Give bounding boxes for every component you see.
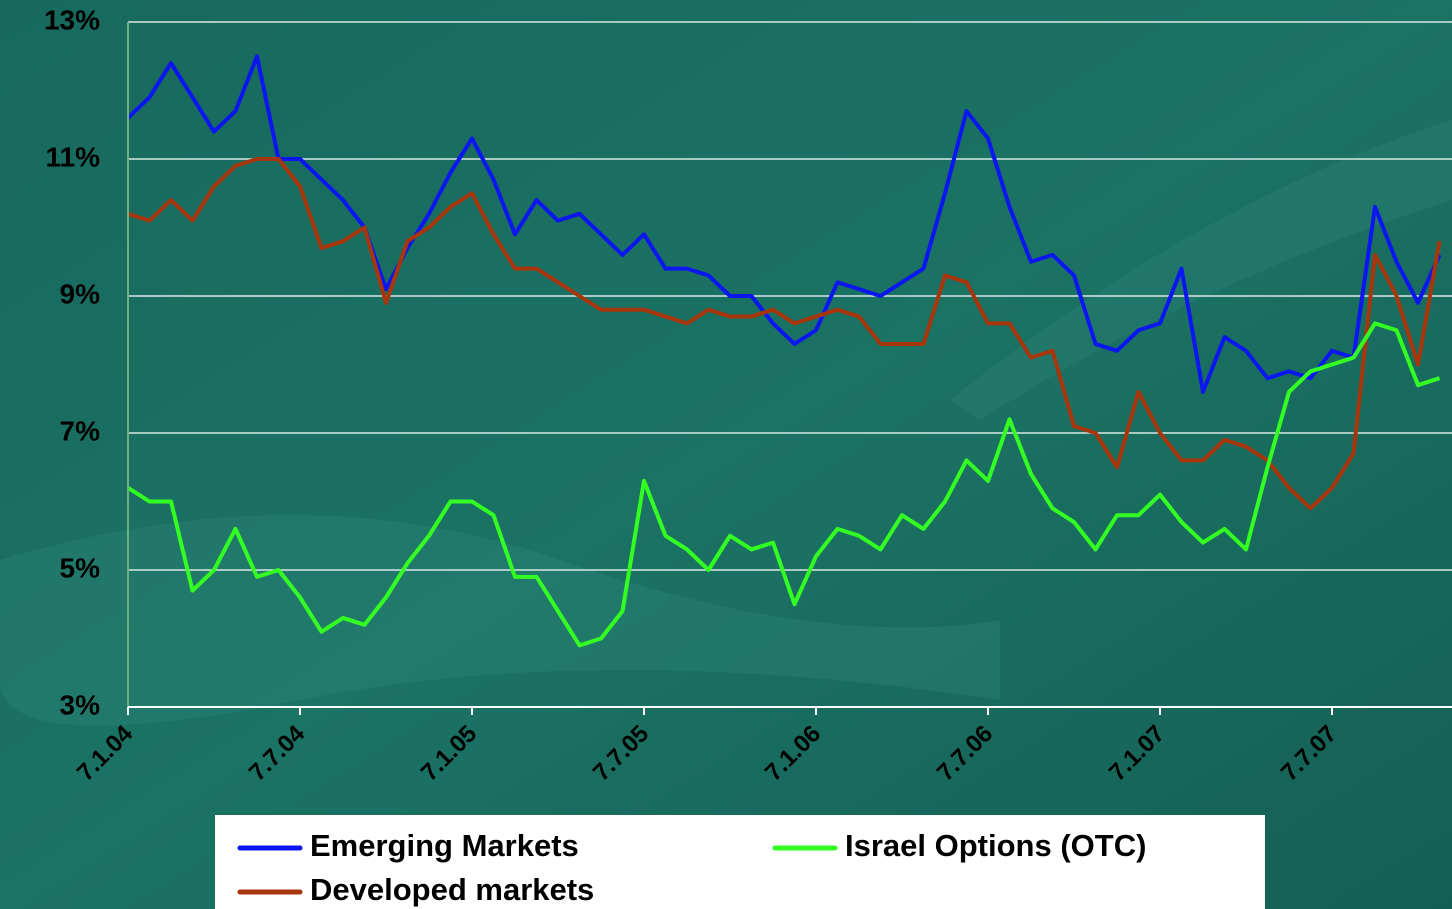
y-tick-label: 9%	[60, 278, 101, 309]
legend-box	[215, 815, 1265, 909]
y-tick-label: 11%	[46, 141, 101, 172]
background-swoosh	[0, 515, 1000, 726]
series-line	[127, 157, 1442, 511]
y-tick-label: 5%	[60, 552, 101, 583]
legend-label: Israel Options (OTC)	[845, 828, 1146, 863]
series-line	[126, 54, 1442, 394]
y-tick-label: 3%	[60, 689, 101, 720]
legend-label: Developed markets	[310, 872, 594, 907]
y-tick-label: 13%	[44, 4, 100, 35]
series-line	[126, 321, 1441, 648]
background-swoosh	[950, 120, 1452, 420]
y-tick-label: 7%	[60, 415, 101, 446]
legend-label: Emerging Markets	[310, 828, 579, 863]
